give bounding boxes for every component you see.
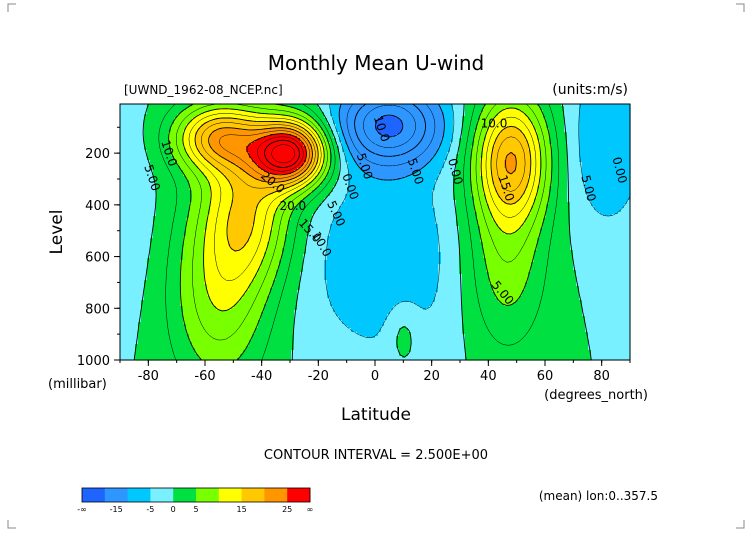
contour-field	[120, 104, 631, 361]
units-label: (units:m/s)	[552, 82, 628, 98]
chart-title: Monthly Mean U-wind	[268, 51, 484, 75]
file-label: [UWND_1962-08_NCEP.nc]	[124, 83, 283, 97]
